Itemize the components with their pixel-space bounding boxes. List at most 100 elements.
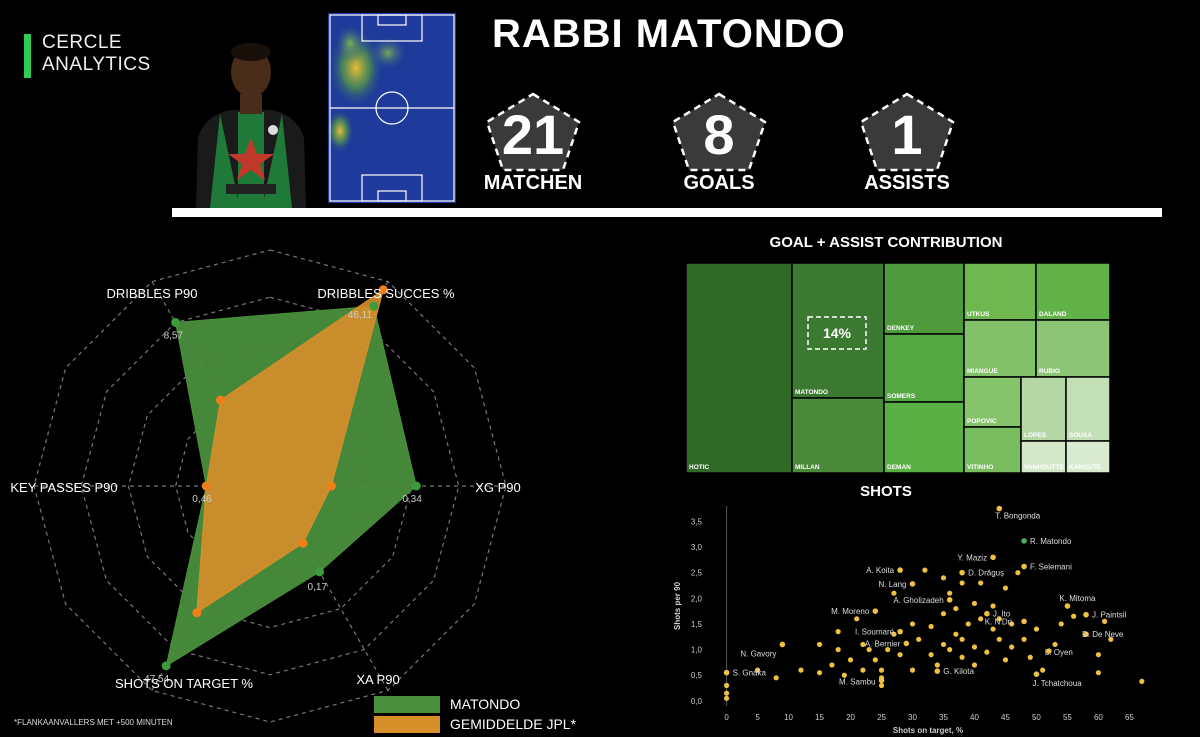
radar-point	[369, 301, 379, 311]
radar-point	[326, 481, 336, 491]
scatter-point	[990, 603, 996, 609]
treemap-title: GOAL + ASSIST CONTRIBUTION	[769, 234, 1003, 251]
treemap-cell-label: DALAND	[1039, 311, 1067, 318]
radar-point	[215, 395, 225, 405]
scatter-point	[872, 657, 878, 663]
scatter-point	[990, 554, 996, 561]
stat-goals-value: 8	[703, 103, 735, 166]
scatter-point	[1071, 613, 1077, 619]
scatter-point	[860, 667, 866, 673]
treemap-cell	[963, 319, 1037, 378]
scatter-point	[1108, 636, 1114, 642]
scatter-point	[1083, 631, 1089, 638]
scatter-point-label: M. Sambu	[839, 677, 875, 686]
scatter-point	[1102, 618, 1108, 624]
treemap-highlight-box	[807, 316, 867, 350]
scatter-point	[1027, 654, 1033, 660]
scatter-point	[1095, 670, 1102, 676]
stat-matches-value: 21	[501, 103, 565, 166]
scatter-point	[1033, 626, 1040, 632]
scatter-point-label: A. Bernier	[865, 639, 901, 648]
scatter-point	[922, 567, 928, 573]
scatter-x-tick-label: 5	[755, 713, 760, 722]
shots-scatter-chart: 0 5 10 15 20 25 30 35 40 45 50 55 60 65 0,0 0,5 1,0 1,5 2,…	[673, 505, 1145, 735]
scatter-point	[1095, 652, 1102, 658]
scatter-point	[723, 669, 730, 676]
radar-grid-ring	[80, 296, 460, 676]
stat-matches: 21 MATCHEN	[478, 92, 588, 202]
treemap-cell-label: RUBIO	[1039, 368, 1060, 375]
scatter-point	[940, 575, 947, 581]
scatter-point	[1009, 621, 1015, 627]
treemap-cell-label: MIANGUE	[967, 368, 998, 375]
scatter-point	[971, 662, 978, 668]
radar-axis-label: KEY PASSES P90	[10, 480, 117, 495]
scatter-point	[984, 649, 990, 655]
scatter-y-tick-label: 0,5	[691, 671, 703, 680]
scatter-point-label: F. Selemani	[1030, 563, 1072, 572]
scatter-point	[1083, 611, 1089, 618]
pentagon-icon	[859, 92, 955, 172]
scatter-point	[909, 621, 916, 627]
treemap-cell-label: LOPES	[1024, 432, 1047, 439]
stat-assists-label: ASSISTS	[864, 172, 950, 194]
pentagon-icon	[485, 92, 581, 172]
treemap-cell-label: KANOUTÉ	[1069, 462, 1102, 471]
scatter-y-tick-label: 3,5	[691, 517, 703, 526]
scatter-point	[891, 631, 897, 637]
radar-value-label: 8,57	[164, 330, 184, 341]
scatter-point	[816, 670, 823, 676]
scatter-point	[996, 505, 1003, 512]
scatter-point	[971, 600, 978, 607]
radar-point	[315, 567, 325, 577]
scatter-point	[916, 636, 922, 642]
treemap-cell-label: DEMAN	[887, 464, 911, 471]
treemap-cell-label: POPOVIC	[967, 418, 997, 425]
scatter-point	[1002, 657, 1009, 663]
brand-line-1: CERCLE	[42, 32, 123, 53]
treemap-cell-label: MATONDO	[795, 389, 828, 396]
radar-value-label: 0,34	[402, 494, 422, 505]
radar-point	[171, 317, 181, 327]
scatter-point-label: D. De Neve	[1082, 630, 1124, 639]
scatter-y-tick-label: 3,0	[691, 543, 703, 552]
scatter-point	[835, 629, 841, 635]
scatter-point	[928, 623, 934, 630]
scatter-point	[1015, 570, 1021, 576]
scatter-point	[978, 580, 984, 586]
scatter-x-tick-label: 0	[724, 713, 729, 722]
scatter-point	[1046, 648, 1052, 654]
radar-axis-label: SHOTS ON TARGET %	[115, 676, 253, 691]
scatter-point	[816, 641, 823, 648]
scatter-point	[872, 608, 879, 614]
treemap-cell	[883, 401, 965, 473]
legend-swatch-matondo	[374, 696, 440, 713]
scatter-x-tick-label: 20	[846, 713, 855, 722]
scatter-point	[773, 675, 779, 681]
scatter-x-tick-label: 45	[1001, 713, 1010, 722]
scatter-point	[897, 652, 903, 658]
scatter-point	[1052, 641, 1058, 648]
pentagon-icon	[671, 92, 767, 172]
scatter-point	[996, 636, 1002, 642]
brand-accent-bar	[24, 34, 31, 78]
radar-point	[201, 481, 211, 491]
scatter-point-label: J. Paintsil	[1092, 611, 1126, 620]
treemap-cell	[1065, 376, 1110, 442]
scatter-point	[978, 616, 984, 622]
radar-axis-label: XA P90	[356, 672, 399, 687]
treemap-cell-label: SOMERS	[887, 393, 916, 400]
treemap-cell	[1065, 440, 1110, 473]
scatter-y-tick-label: 0,0	[691, 697, 703, 706]
treemap-highlight-value: 14%	[823, 325, 852, 341]
treemap-cell-label: SOUSA	[1069, 432, 1092, 439]
header-divider	[172, 208, 1162, 217]
legend-label-average: GEMIDDELDE JPL*	[450, 716, 577, 732]
treemap-cell-label: UTKUS	[967, 311, 990, 318]
scatter-point-label: N. Lang	[878, 580, 906, 589]
scatter-point	[1058, 621, 1064, 627]
stat-goals: 8 GOALS	[664, 92, 774, 202]
treemap-cell	[1020, 440, 1067, 473]
radar-point	[411, 481, 421, 491]
scatter-point	[940, 641, 947, 648]
